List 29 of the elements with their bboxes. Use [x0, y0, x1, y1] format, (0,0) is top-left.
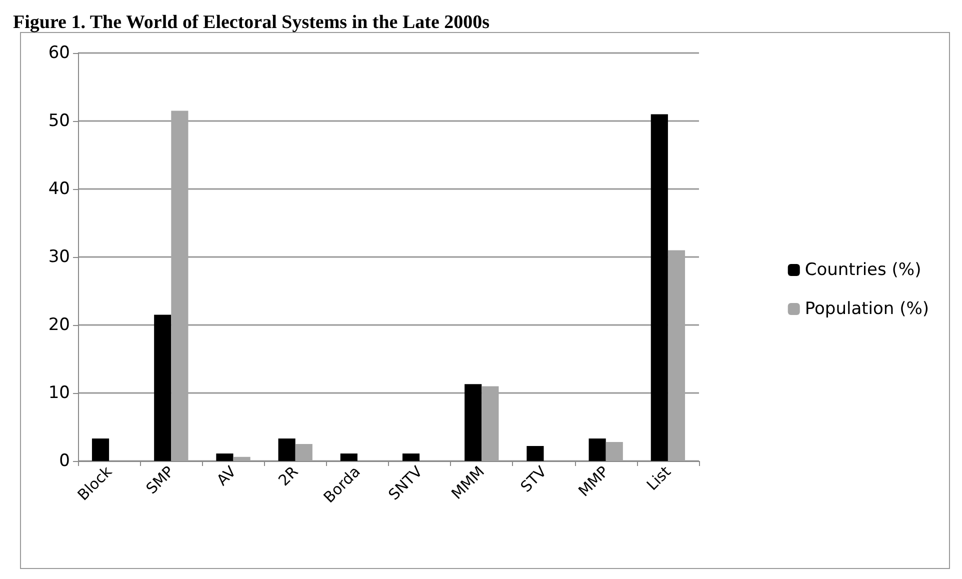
bar — [464, 384, 482, 461]
bar — [606, 442, 623, 461]
bar — [278, 438, 296, 461]
bar — [668, 250, 686, 461]
y-tick-label: 40 — [48, 179, 70, 199]
bar — [92, 438, 110, 461]
y-tick-label: 0 — [59, 451, 70, 471]
x-tick-label: AV — [213, 462, 240, 490]
y-tick-label: 50 — [48, 111, 70, 131]
bar — [216, 454, 234, 461]
y-tick-label: 30 — [48, 247, 70, 267]
bar — [171, 110, 188, 461]
legend-label: Population (%) — [804, 299, 929, 319]
x-tick-label: List — [643, 462, 674, 494]
x-tick-label: 2R — [274, 462, 302, 490]
bar — [402, 454, 420, 461]
bar — [295, 444, 312, 461]
bar — [650, 114, 668, 461]
bar — [588, 438, 606, 461]
y-tick-label: 10 — [48, 383, 70, 403]
bar — [154, 314, 172, 461]
chart-title: Figure 1. The World of Electoral Systems in the Late 2000s — [13, 12, 490, 33]
bar — [340, 454, 358, 461]
bar — [482, 386, 499, 461]
legend-label: Countries (%) — [804, 260, 922, 280]
bar — [233, 456, 250, 461]
y-tick-label: 20 — [48, 315, 70, 335]
bar — [526, 446, 544, 461]
y-tick-label: 60 — [48, 43, 70, 63]
